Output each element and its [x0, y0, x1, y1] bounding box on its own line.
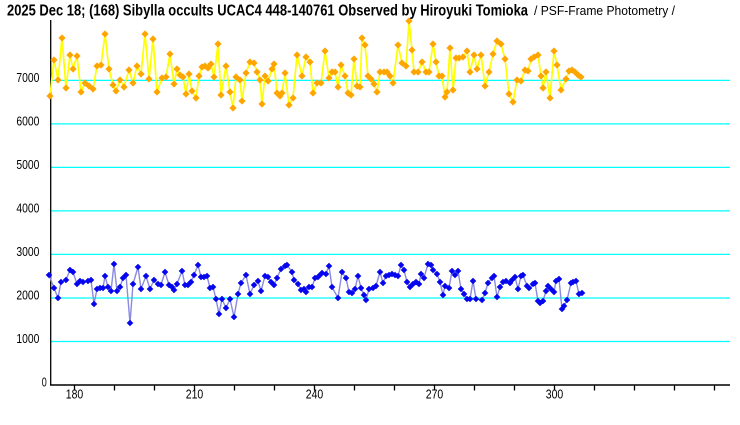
svg-text:1000: 1000: [16, 332, 39, 346]
svg-text:0: 0: [42, 376, 47, 390]
svg-text:6000: 6000: [16, 115, 39, 129]
svg-text:210: 210: [186, 387, 204, 401]
svg-text:/ PSF-Frame Photometry /: / PSF-Frame Photometry /: [534, 3, 675, 18]
svg-text:7000: 7000: [16, 71, 39, 85]
svg-text:2000: 2000: [16, 289, 39, 303]
svg-text:270: 270: [426, 387, 444, 401]
svg-text:180: 180: [66, 387, 84, 401]
svg-text:240: 240: [306, 387, 324, 401]
svg-text:3000: 3000: [16, 245, 39, 259]
svg-text:4000: 4000: [16, 202, 39, 216]
svg-text:2025 Dec 18; (168) Sibylla occ: 2025 Dec 18; (168) Sibylla occults UCAC4…: [7, 2, 528, 19]
svg-text:300: 300: [546, 387, 564, 401]
svg-text:5000: 5000: [16, 158, 39, 172]
